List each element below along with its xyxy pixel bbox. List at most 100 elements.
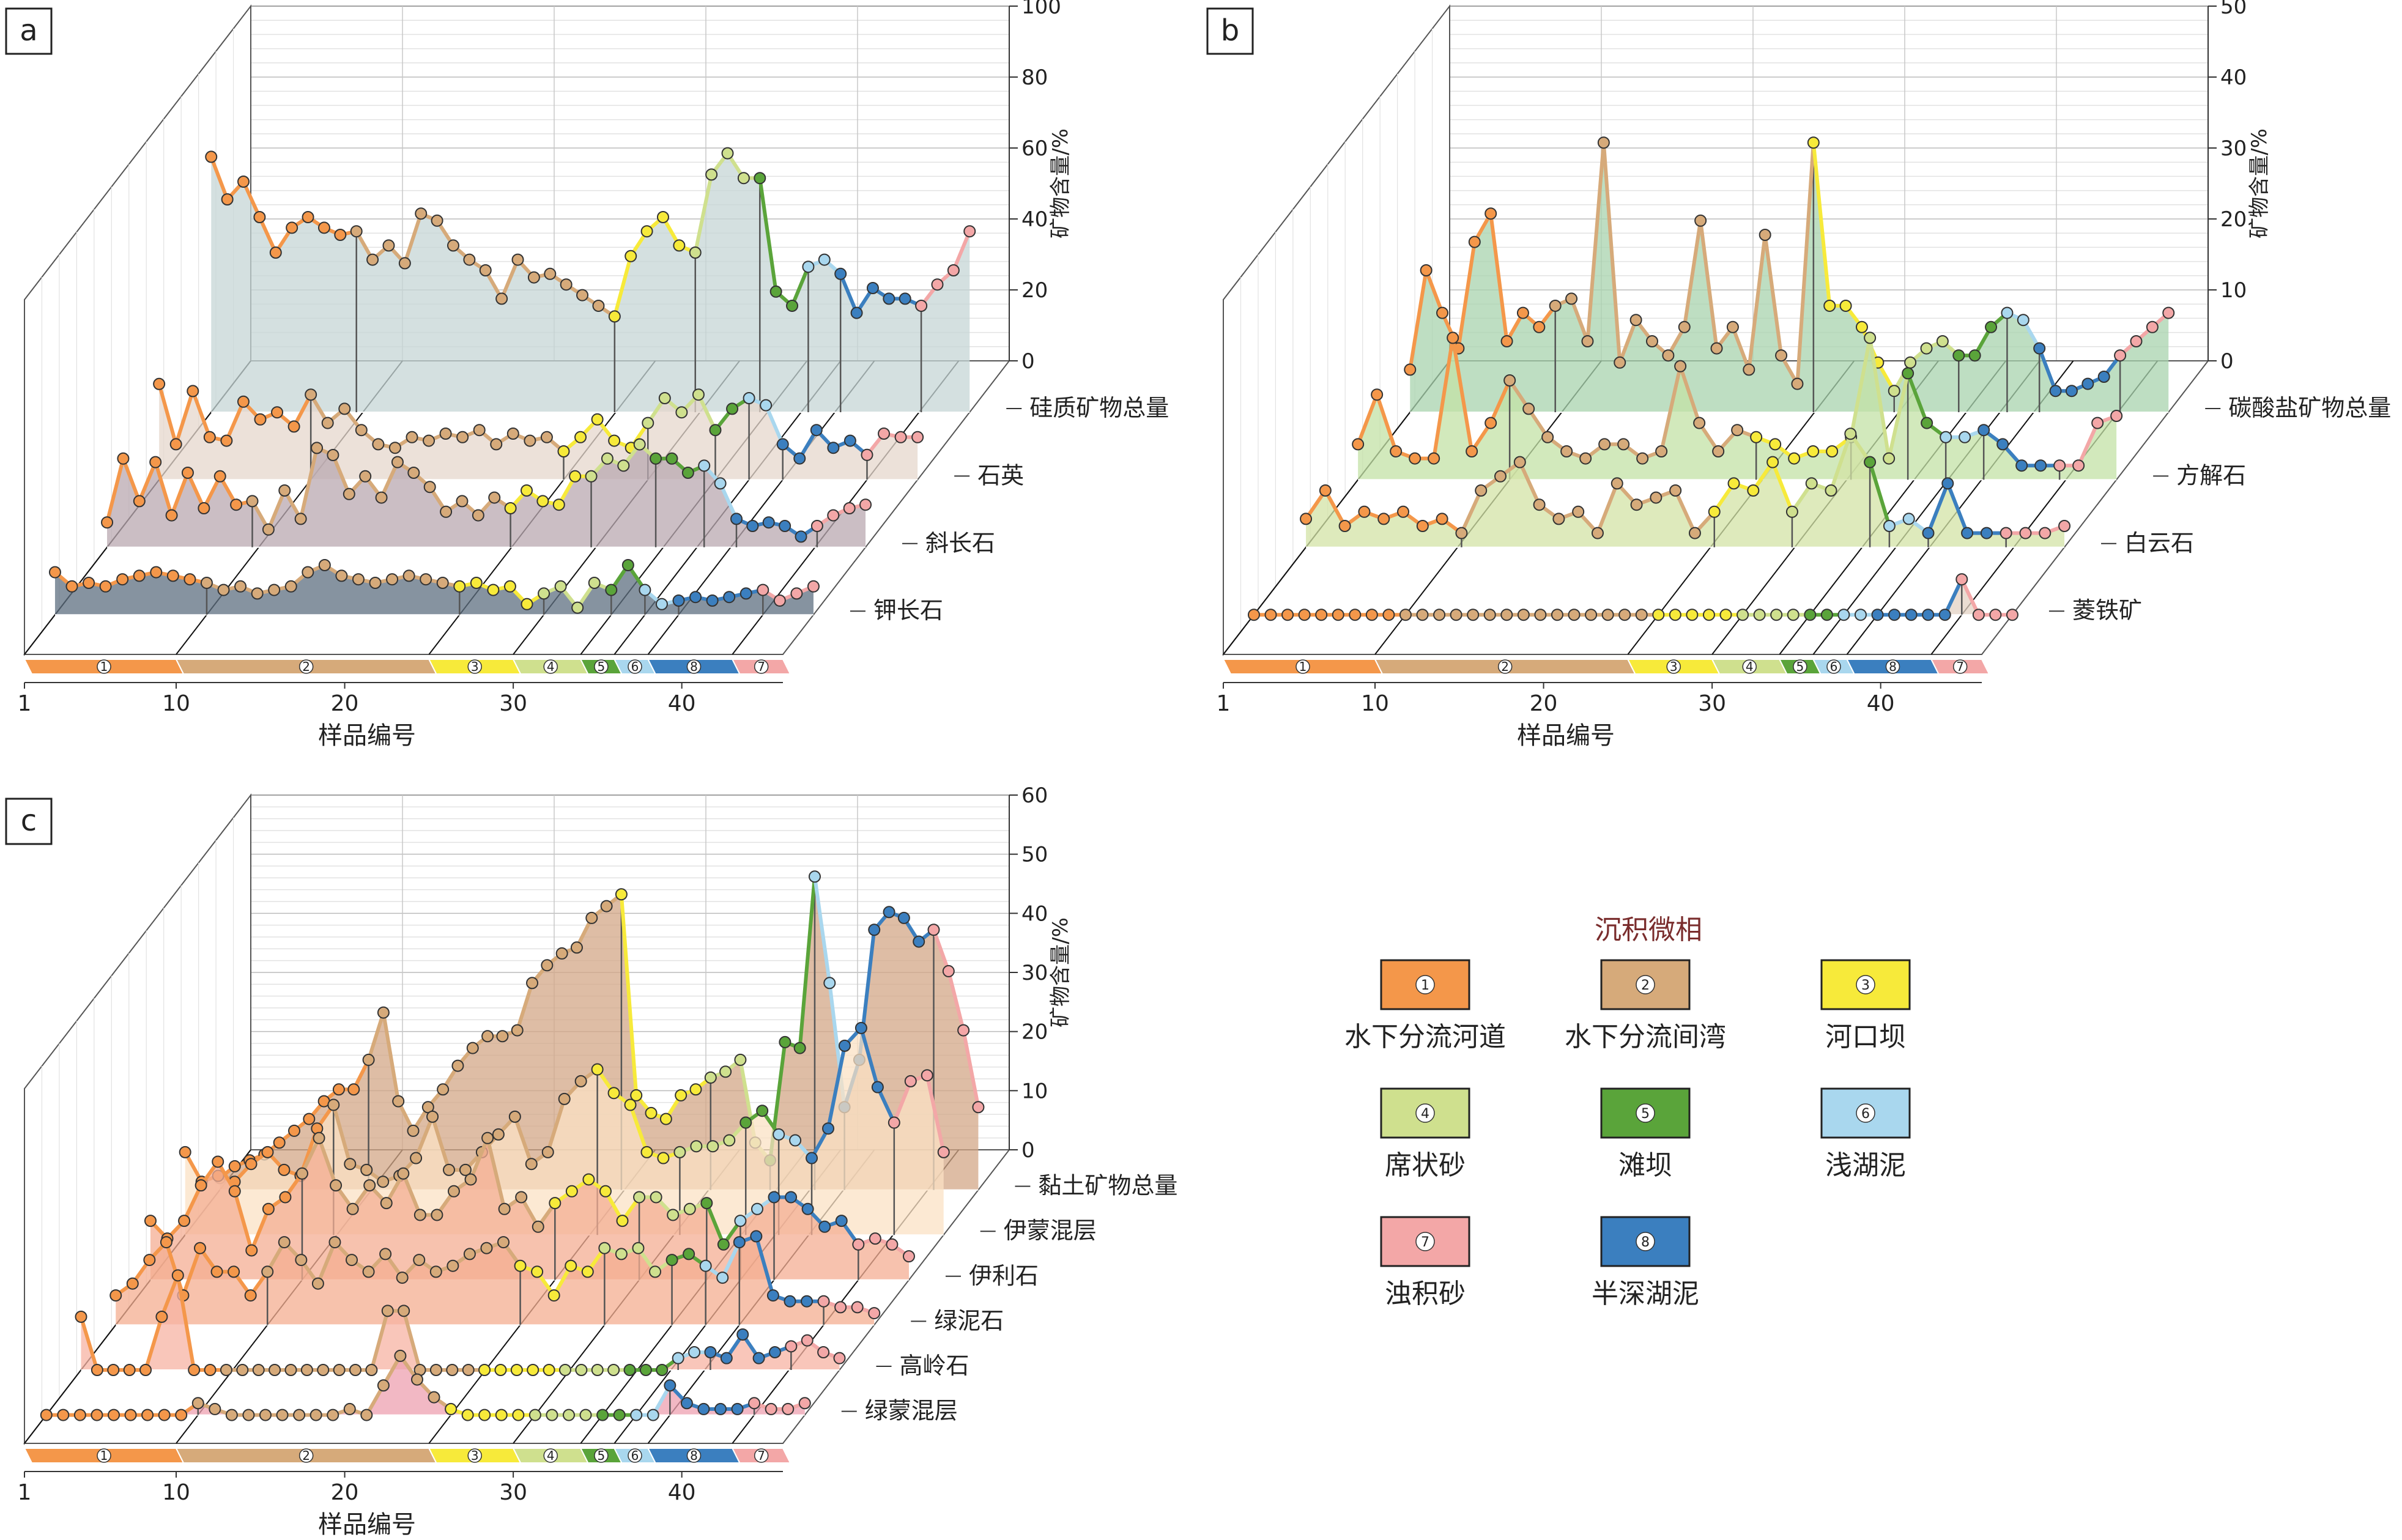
data-point xyxy=(288,1124,301,1137)
legend-number: 3 xyxy=(1861,978,1870,993)
series-line-segment xyxy=(144,1315,164,1372)
data-point xyxy=(883,292,895,305)
data-point xyxy=(278,1236,291,1249)
series-area xyxy=(159,383,918,480)
series-line-segment xyxy=(1595,481,1619,535)
data-point xyxy=(625,250,637,262)
data-point xyxy=(562,1409,575,1421)
data-point xyxy=(793,452,806,465)
facies-bar-segment: 4 xyxy=(512,659,589,675)
data-point xyxy=(859,498,872,511)
series-line-segment xyxy=(191,389,212,439)
data-point xyxy=(1409,452,1422,465)
series-line-segment xyxy=(366,1010,385,1062)
data-point xyxy=(133,569,146,582)
data-point xyxy=(346,1254,358,1267)
z-tick-label: 20 xyxy=(2220,207,2247,232)
data-point xyxy=(748,1397,761,1410)
data-point xyxy=(921,1069,933,1082)
data-point xyxy=(699,1259,712,1272)
data-point xyxy=(242,1409,255,1421)
data-point xyxy=(181,467,194,479)
series-label: 钾长石 xyxy=(873,597,943,624)
data-point xyxy=(810,424,823,437)
data-point xyxy=(575,1364,588,1376)
data-point xyxy=(1503,374,1516,387)
data-point xyxy=(1611,477,1623,490)
facies-bar-badge xyxy=(1497,659,1513,674)
data-point xyxy=(251,587,264,600)
series-line-segment xyxy=(1849,336,1872,439)
series-line-segment xyxy=(224,399,245,443)
data-point xyxy=(1955,573,1968,586)
data-point xyxy=(734,1053,747,1066)
data-point xyxy=(349,1364,362,1376)
series-line-segment xyxy=(379,460,399,500)
data-point xyxy=(150,566,163,579)
data-point xyxy=(647,1409,659,1421)
series-line-segment xyxy=(1943,577,1964,617)
data-point xyxy=(1513,456,1526,468)
data-point xyxy=(200,577,213,589)
legend-swatch-badge xyxy=(1636,1103,1655,1123)
data-point xyxy=(541,1146,554,1158)
legend-swatch-badge xyxy=(1856,1103,1875,1123)
z-tick-label: 30 xyxy=(1021,961,1048,985)
data-point xyxy=(490,438,503,451)
facies-bar-segment: 4 xyxy=(1711,659,1788,675)
data-point xyxy=(141,1409,154,1421)
z-tick-label: 40 xyxy=(2220,65,2247,90)
data-point xyxy=(2000,527,2012,539)
data-point xyxy=(470,577,483,589)
data-point xyxy=(1475,484,1488,497)
data-point xyxy=(1552,513,1565,525)
data-point xyxy=(1630,498,1643,511)
data-point xyxy=(937,1146,950,1158)
data-point xyxy=(817,1295,830,1308)
data-point xyxy=(947,264,960,276)
data-point xyxy=(1416,520,1429,532)
data-point xyxy=(144,1215,157,1227)
legend-item: 4 席状砂 xyxy=(1380,1087,1470,1181)
data-point xyxy=(398,257,411,270)
data-point xyxy=(495,1409,508,1421)
data-point xyxy=(492,1128,505,1141)
data-point xyxy=(332,1083,345,1096)
data-point xyxy=(1358,505,1371,518)
series-line-segment xyxy=(1960,577,1981,617)
data-point xyxy=(1522,402,1535,415)
data-point xyxy=(963,225,976,238)
data-point xyxy=(303,1112,316,1125)
data-point xyxy=(512,1409,525,1421)
data-point xyxy=(347,1083,360,1096)
facies-bar-number: 1 xyxy=(1299,659,1307,674)
legend-label: 半深湖泥 xyxy=(1592,1278,1699,1309)
series-line-segment xyxy=(298,446,319,521)
data-point xyxy=(48,566,61,579)
series-line-segment xyxy=(721,1240,741,1280)
series-line-segment xyxy=(1408,268,1428,372)
data-point xyxy=(317,221,330,234)
data-point xyxy=(237,395,250,408)
data-point xyxy=(596,1409,609,1421)
data-point xyxy=(673,239,686,252)
series-line-segment xyxy=(154,460,174,517)
data-point xyxy=(543,1364,555,1376)
series-line-segment xyxy=(105,456,125,525)
series-line-segment xyxy=(1678,364,1702,425)
data-point xyxy=(730,513,743,525)
series-line-segment xyxy=(812,875,832,985)
panel-c: 0 10 20 30 40 50 60 矿物含量/% 黏土矿物总量伊蒙混层伊利石绿泥石高岭石绿蒙… xyxy=(5,783,1177,1539)
data-point xyxy=(675,406,688,419)
data-point xyxy=(1959,431,1971,443)
data-point xyxy=(1397,505,1410,518)
data-point xyxy=(1727,477,1740,490)
data-point xyxy=(456,431,469,443)
panel-label: b xyxy=(1221,13,1239,48)
series-line-segment xyxy=(1601,141,1622,365)
legend-label: 水下分流间湾 xyxy=(1565,1021,1726,1053)
data-point xyxy=(823,977,836,990)
z-tick-label: 30 xyxy=(2220,136,2247,161)
data-point xyxy=(480,1242,493,1254)
data-point xyxy=(2072,459,2085,472)
